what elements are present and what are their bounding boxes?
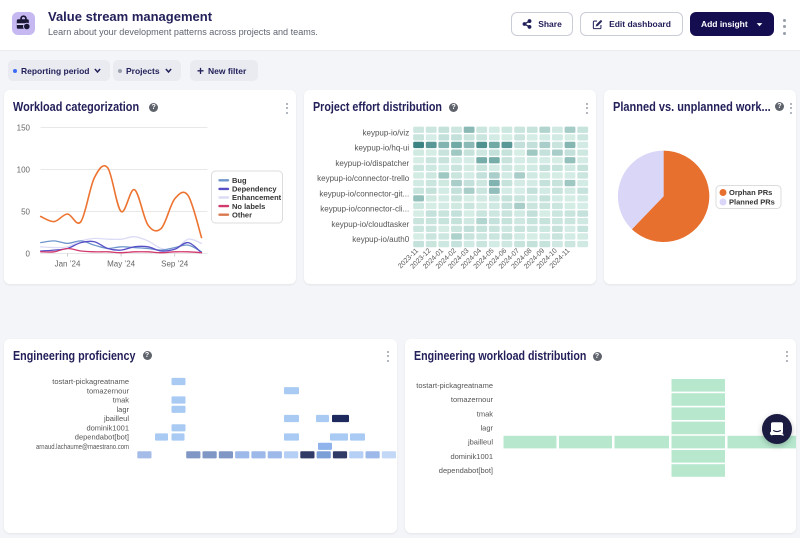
svg-text:dominik1001: dominik1001	[450, 452, 493, 461]
svg-text:lagr: lagr	[480, 424, 493, 433]
svg-text:dependabot[bot]: dependabot[bot]	[75, 433, 129, 442]
svg-text:lagr: lagr	[116, 405, 129, 414]
svg-text:tomazernour: tomazernour	[87, 386, 130, 395]
svg-text:keypup-io/viz: keypup-io/viz	[363, 128, 410, 137]
svg-text:tostart-pickagreatname: tostart-pickagreatname	[52, 377, 129, 386]
svg-text:keypup-io/dispatcher: keypup-io/dispatcher	[335, 159, 409, 168]
svg-text:Jan ’24: Jan ’24	[55, 260, 81, 269]
svg-text:0: 0	[26, 249, 31, 258]
svg-text:keypup-io/connector-cli...: keypup-io/connector-cli...	[320, 205, 409, 214]
svg-text:Planned PRs: Planned PRs	[729, 198, 775, 207]
svg-text:dominik1001: dominik1001	[86, 423, 129, 432]
svg-text:150: 150	[17, 123, 31, 132]
svg-text:Other: Other	[232, 210, 252, 219]
svg-text:keypup-io/cloudtasker: keypup-io/cloudtasker	[331, 220, 409, 229]
svg-text:keypup-io/hq-ui: keypup-io/hq-ui	[354, 144, 409, 153]
svg-text:100: 100	[17, 165, 31, 174]
svg-text:keypup-io/connector-trello: keypup-io/connector-trello	[317, 174, 410, 183]
svg-text:tostart-pickagreatname: tostart-pickagreatname	[416, 381, 493, 390]
svg-text:jbailleul: jbailleul	[103, 414, 129, 423]
svg-text:dependabot[bot]: dependabot[bot]	[439, 466, 493, 475]
svg-text:tomazernour: tomazernour	[451, 395, 494, 404]
svg-text:Enhancement: Enhancement	[232, 193, 282, 202]
svg-text:keypup-io/connector-git...: keypup-io/connector-git...	[319, 189, 409, 198]
svg-text:Orphan PRs: Orphan PRs	[729, 188, 772, 197]
svg-text:Sep ’24: Sep ’24	[161, 260, 189, 269]
svg-text:May ’24: May ’24	[107, 260, 136, 269]
svg-text:50: 50	[21, 207, 30, 216]
svg-text:jbailleul: jbailleul	[467, 438, 493, 447]
svg-text:tmak: tmak	[113, 396, 130, 405]
svg-text:keypup-io/auth0: keypup-io/auth0	[352, 235, 409, 244]
svg-text:arnaud.lachaume@maestrano.com: arnaud.lachaume@maestrano.com	[36, 442, 129, 451]
svg-text:Bug: Bug	[232, 176, 247, 185]
svg-text:No labels: No labels	[232, 202, 265, 211]
svg-text:tmak: tmak	[477, 409, 494, 418]
svg-text:Dependency: Dependency	[232, 185, 277, 194]
